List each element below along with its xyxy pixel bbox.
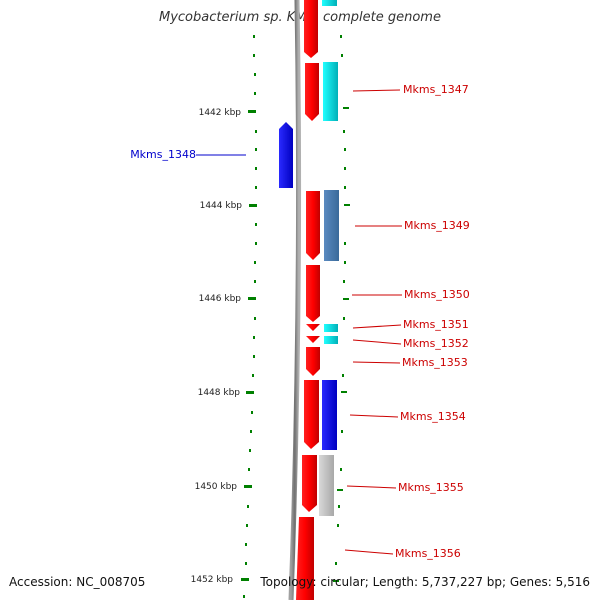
topology-label: Topology: circular; Length: 5,737,227 bp… (260, 575, 590, 589)
gene-label[interactable]: Mkms_1356 (395, 547, 461, 560)
cds-steel-1349[interactable] (324, 190, 339, 261)
forward-genes (296, 0, 320, 600)
gene-red-top[interactable] (304, 0, 318, 58)
kbp-label: 1444 kbp (200, 201, 243, 211)
kbp-tick-labels: 1442 kbp 1444 kbp 1446 kbp 1448 kbp 1450… (191, 108, 243, 585)
kbp-label: 1446 kbp (199, 294, 242, 304)
gene-label[interactable]: Mkms_1348 (130, 148, 196, 161)
gene-label[interactable]: Mkms_1351 (403, 318, 469, 331)
cds-blue-1354[interactable] (322, 380, 337, 450)
gene-label[interactable]: Mkms_1354 (400, 410, 466, 423)
gene-label[interactable]: Mkms_1347 (403, 83, 469, 96)
label-leaders (196, 89, 402, 555)
gene-mkms-1354-red[interactable] (304, 380, 319, 449)
cds-cyan-top[interactable] (322, 0, 337, 6)
gene-mkms-1353-red[interactable] (306, 347, 320, 376)
gene-dot-track (333, 35, 350, 582)
gene-label[interactable]: Mkms_1349 (404, 219, 470, 232)
map-title: Mycobacterium sp. KMS, complete genome (159, 10, 441, 25)
kbp-dot-track (243, 35, 257, 598)
accession-label: Accession: NC_008705 (9, 575, 146, 589)
gene-mkms-1347-red[interactable] (305, 63, 319, 121)
gene-labels: Mkms_1347 Mkms_1348 Mkms_1349 Mkms_1350 … (130, 83, 470, 560)
gene-mkms-1349-red[interactable] (306, 191, 320, 260)
gene-label[interactable]: Mkms_1350 (404, 288, 470, 301)
gene-mkms-1355-red[interactable] (302, 455, 317, 512)
gene-mkms-1352-red[interactable] (306, 336, 320, 343)
cds-blocks (319, 0, 339, 516)
cds-cyan-1347[interactable] (323, 62, 338, 121)
genome-backbone (288, 0, 302, 600)
gene-mkms-1348-blue[interactable] (279, 122, 293, 188)
gene-mkms-1356-red[interactable] (296, 517, 314, 600)
kbp-label: 1448 kbp (198, 388, 241, 398)
gene-label[interactable]: Mkms_1355 (398, 481, 464, 494)
kbp-label: 1450 kbp (195, 482, 238, 492)
cds-gray-1355[interactable] (319, 455, 334, 516)
gene-label[interactable]: Mkms_1353 (402, 356, 468, 369)
kbp-tick-marks (241, 110, 257, 581)
cds-cyan-1352[interactable] (324, 336, 338, 344)
gene-mkms-1351-red[interactable] (306, 324, 320, 331)
kbp-label: 1452 kbp (191, 575, 234, 585)
cds-cyan-1351[interactable] (324, 324, 338, 332)
gene-label[interactable]: Mkms_1352 (403, 337, 469, 350)
gene-mkms-1350-red[interactable] (306, 265, 320, 322)
kbp-label: 1442 kbp (199, 108, 242, 118)
